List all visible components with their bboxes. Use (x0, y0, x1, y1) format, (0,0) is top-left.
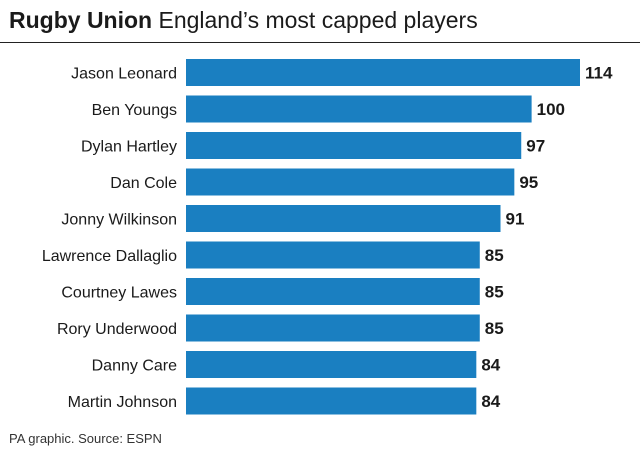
bar (186, 205, 501, 232)
category-label: Rory Underwood (57, 321, 177, 338)
bar (186, 59, 580, 86)
bar (186, 168, 515, 196)
chart-title-bold: Rugby Union (9, 7, 153, 33)
title-divider (0, 42, 640, 43)
bar (186, 132, 522, 159)
value-label: 100 (537, 100, 565, 119)
chart-title-rest: England’s most capped players (158, 7, 478, 33)
bar-chart: Jason Leonard 114 Ben Youngs 100 Dylan Hartl… (42, 59, 613, 415)
category-label: Martin Johnson (68, 394, 177, 411)
category-label: Jason Leonard (71, 66, 177, 83)
value-label: 84 (481, 356, 500, 375)
value-label: 85 (485, 319, 504, 338)
bar (186, 241, 480, 269)
value-label: 85 (485, 246, 504, 265)
category-label: Dylan Hartley (81, 139, 177, 156)
category-label: Courtney Lawes (61, 285, 177, 302)
category-label: Danny Care (92, 358, 177, 375)
bar (186, 278, 480, 305)
bar (186, 314, 480, 342)
value-label: 85 (485, 283, 504, 302)
chart-title: Rugby Union England’s most capped player… (9, 6, 478, 34)
bar (186, 351, 477, 378)
bar (186, 387, 477, 415)
category-label: Lawrence Dallaglio (42, 248, 177, 265)
value-label: 97 (526, 137, 545, 156)
source-credit: PA graphic. Source: ESPN (9, 431, 162, 446)
category-label: Jonny Wilkinson (61, 212, 177, 229)
category-label: Ben Youngs (92, 102, 177, 119)
value-label: 84 (481, 392, 500, 411)
bar (186, 95, 532, 123)
value-label: 91 (506, 210, 525, 229)
value-label: 95 (519, 173, 538, 192)
value-label: 114 (585, 64, 613, 83)
category-label: Dan Cole (110, 175, 177, 192)
